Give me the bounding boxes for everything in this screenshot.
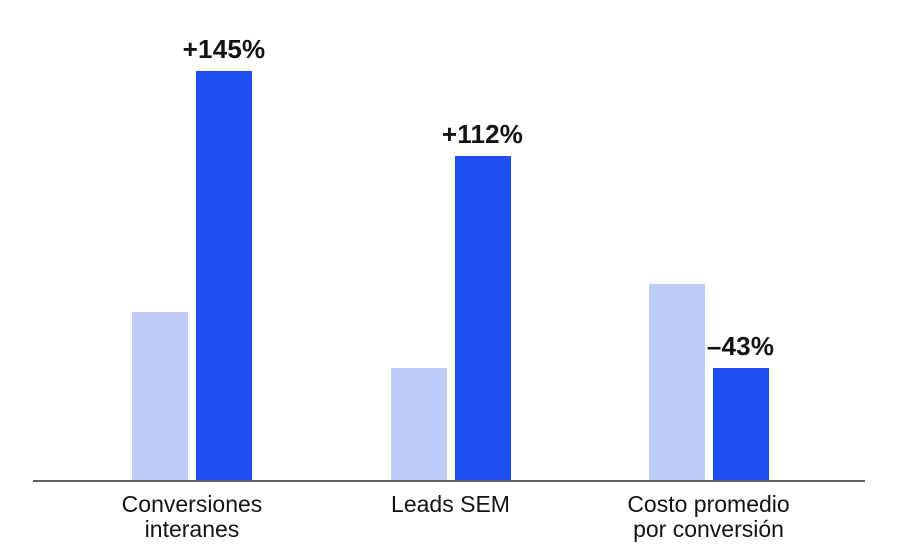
light-bar xyxy=(390,368,447,480)
dark-bar xyxy=(454,156,511,480)
category-label: Conversiones interanes xyxy=(121,491,263,542)
light-bar xyxy=(132,312,188,480)
category-label: Costo promedio por conversión xyxy=(627,491,790,542)
percent-change-label: +145% xyxy=(182,34,266,64)
dark-bar xyxy=(196,71,252,480)
category-label: Leads SEM xyxy=(391,491,510,517)
light-bar xyxy=(648,284,705,480)
x-axis-line xyxy=(33,480,865,482)
percent-change-label: –43% xyxy=(706,331,775,361)
percent-change-label: +112% xyxy=(441,119,524,149)
dark-bar xyxy=(712,368,769,480)
